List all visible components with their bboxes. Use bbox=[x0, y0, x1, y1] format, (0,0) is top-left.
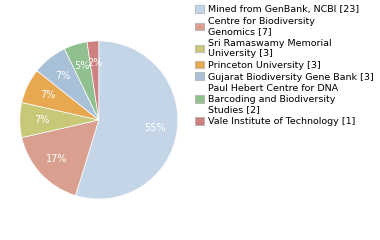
Wedge shape bbox=[76, 41, 178, 199]
Text: 7%: 7% bbox=[34, 115, 49, 125]
Wedge shape bbox=[37, 49, 99, 120]
Wedge shape bbox=[22, 71, 99, 120]
Wedge shape bbox=[20, 102, 99, 138]
Legend: Mined from GenBank, NCBI [23], Centre for Biodiversity
Genomics [7], Sri Ramaswa: Mined from GenBank, NCBI [23], Centre fo… bbox=[195, 5, 374, 126]
Text: 7%: 7% bbox=[40, 90, 55, 100]
Wedge shape bbox=[65, 42, 99, 120]
Text: 5%: 5% bbox=[74, 61, 90, 71]
Text: 2%: 2% bbox=[87, 58, 102, 68]
Text: 17%: 17% bbox=[46, 154, 68, 164]
Text: 55%: 55% bbox=[144, 124, 166, 133]
Wedge shape bbox=[22, 120, 99, 196]
Text: 7%: 7% bbox=[55, 71, 71, 80]
Wedge shape bbox=[87, 41, 99, 120]
